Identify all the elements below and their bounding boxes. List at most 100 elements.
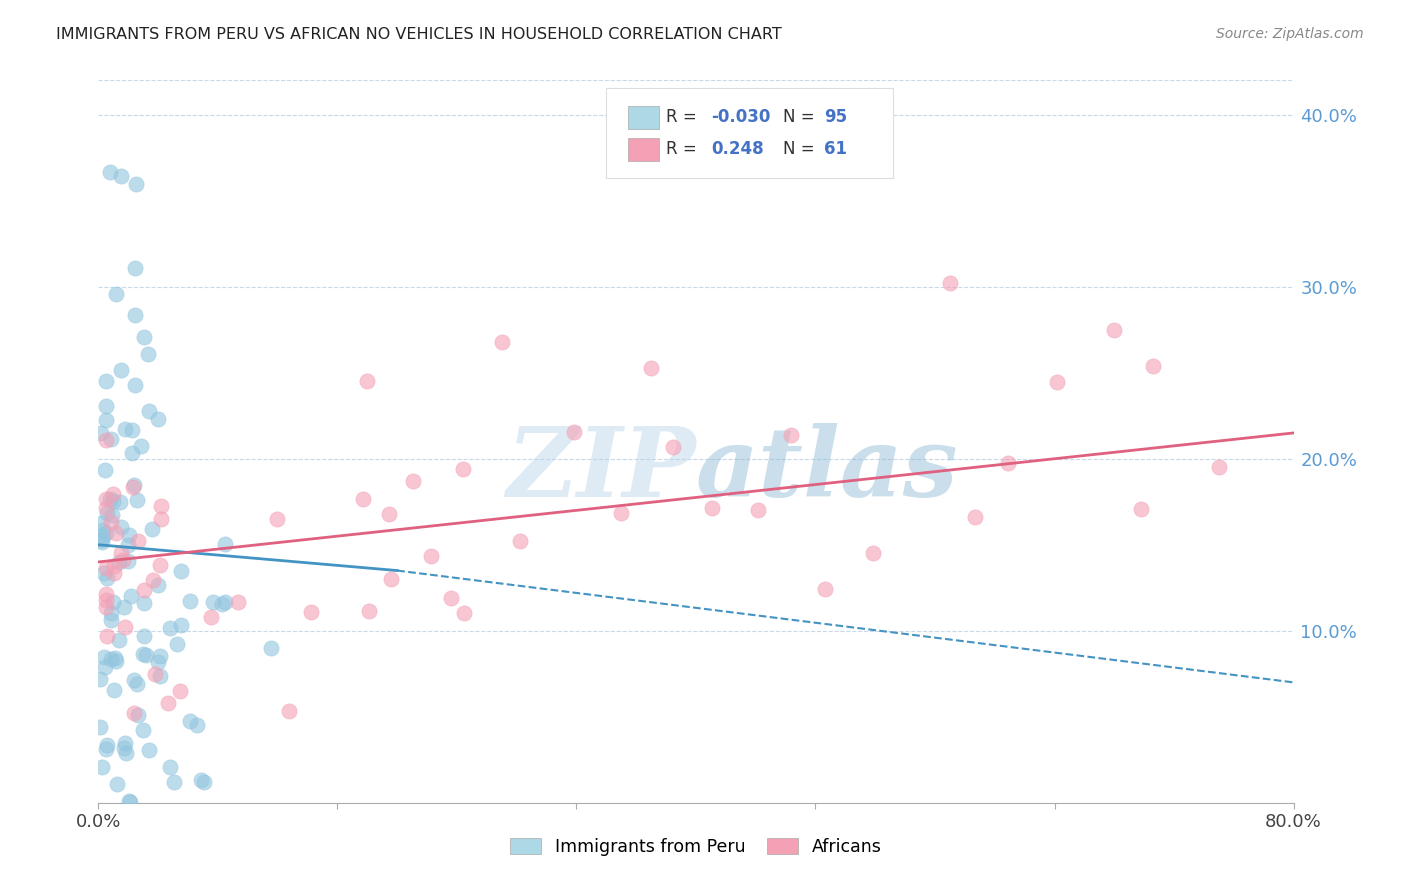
Point: [124, 378, 146, 392]
Point: [202, 595, 225, 609]
Point: [380, 573, 402, 587]
Point: [124, 308, 146, 322]
Text: Source: ZipAtlas.com: Source: ZipAtlas.com: [1216, 27, 1364, 41]
Point: [110, 169, 132, 183]
Point: [179, 594, 201, 608]
FancyBboxPatch shape: [628, 105, 659, 128]
Point: [186, 717, 208, 731]
Point: [124, 261, 146, 276]
Point: [110, 546, 132, 560]
Point: [121, 445, 143, 459]
Point: [112, 599, 135, 614]
Point: [94, 500, 117, 515]
Point: [100, 515, 122, 529]
Point: [640, 361, 662, 376]
Point: [179, 714, 201, 728]
Point: [101, 595, 124, 609]
Point: [562, 425, 585, 439]
Point: [127, 707, 149, 722]
Point: [91, 535, 114, 549]
Point: [132, 723, 155, 737]
Point: [103, 558, 125, 573]
Point: [118, 794, 141, 808]
Point: [610, 507, 633, 521]
Point: [1046, 376, 1069, 390]
Point: [142, 573, 165, 587]
Point: [170, 564, 193, 578]
Point: [118, 795, 141, 809]
Point: [114, 737, 136, 751]
Point: [862, 546, 884, 560]
Legend: Immigrants from Peru, Africans: Immigrants from Peru, Africans: [503, 830, 889, 863]
Point: [1104, 323, 1126, 337]
Point: [352, 491, 374, 506]
Point: [150, 499, 173, 513]
Point: [125, 177, 148, 191]
Point: [93, 566, 115, 581]
Text: R =: R =: [666, 108, 702, 126]
Point: [214, 595, 236, 609]
Point: [132, 648, 155, 662]
Text: 0.248: 0.248: [711, 140, 763, 158]
Point: [451, 462, 474, 476]
Point: [129, 439, 152, 453]
Point: [118, 528, 141, 542]
Point: [101, 508, 124, 522]
Point: [94, 525, 117, 540]
Point: [105, 526, 128, 541]
Point: [226, 594, 249, 608]
Point: [299, 605, 322, 619]
Point: [149, 558, 172, 572]
Point: [104, 654, 127, 668]
Point: [90, 426, 112, 441]
Point: [110, 363, 132, 377]
Text: N =: N =: [783, 140, 820, 158]
Point: [122, 673, 145, 687]
Point: [214, 537, 236, 551]
Point: [127, 534, 149, 549]
Text: ZIP: ZIP: [506, 424, 696, 517]
Point: [200, 610, 222, 624]
Point: [96, 571, 118, 585]
Point: [94, 433, 117, 447]
Point: [112, 553, 135, 567]
Point: [166, 636, 188, 650]
Point: [127, 493, 149, 508]
Point: [211, 598, 233, 612]
Point: [110, 520, 132, 534]
Point: [138, 347, 160, 361]
Point: [170, 618, 193, 632]
Text: -0.030: -0.030: [711, 108, 770, 126]
FancyBboxPatch shape: [606, 87, 893, 178]
Point: [259, 641, 281, 656]
Point: [146, 412, 169, 426]
Point: [357, 603, 380, 617]
Text: 95: 95: [824, 108, 846, 126]
Point: [96, 738, 118, 752]
Point: [122, 477, 145, 491]
Point: [149, 648, 172, 663]
Point: [108, 495, 131, 509]
Point: [143, 666, 166, 681]
Point: [90, 516, 112, 530]
Point: [112, 741, 135, 756]
Point: [91, 529, 114, 543]
Point: [93, 463, 115, 477]
Point: [1142, 359, 1164, 373]
Point: [963, 510, 986, 524]
Point: [159, 621, 181, 635]
Point: [121, 423, 143, 437]
Point: [91, 760, 114, 774]
Point: [266, 512, 288, 526]
Point: [94, 375, 117, 389]
Point: [94, 491, 117, 506]
Point: [114, 422, 136, 436]
Point: [278, 705, 301, 719]
Point: [93, 650, 115, 665]
Point: [190, 773, 212, 788]
Point: [997, 456, 1019, 470]
Point: [100, 606, 122, 620]
Point: [94, 413, 117, 427]
Point: [89, 720, 111, 734]
Y-axis label: No Vehicles in Household: No Vehicles in Household: [0, 336, 8, 547]
